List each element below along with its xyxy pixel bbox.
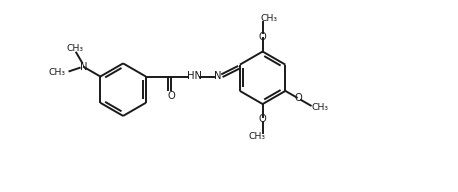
Text: O: O xyxy=(167,91,175,101)
Text: HN: HN xyxy=(187,71,202,81)
Text: CH₃: CH₃ xyxy=(311,103,328,112)
Text: CH₃: CH₃ xyxy=(48,68,65,77)
Text: CH₃: CH₃ xyxy=(260,14,277,23)
Text: CH₃: CH₃ xyxy=(66,44,83,53)
Text: CH₃: CH₃ xyxy=(248,132,265,141)
Text: N: N xyxy=(80,62,87,72)
Text: N: N xyxy=(214,71,222,81)
Text: O: O xyxy=(294,93,302,103)
Text: O: O xyxy=(259,114,267,124)
Text: O: O xyxy=(259,32,267,42)
